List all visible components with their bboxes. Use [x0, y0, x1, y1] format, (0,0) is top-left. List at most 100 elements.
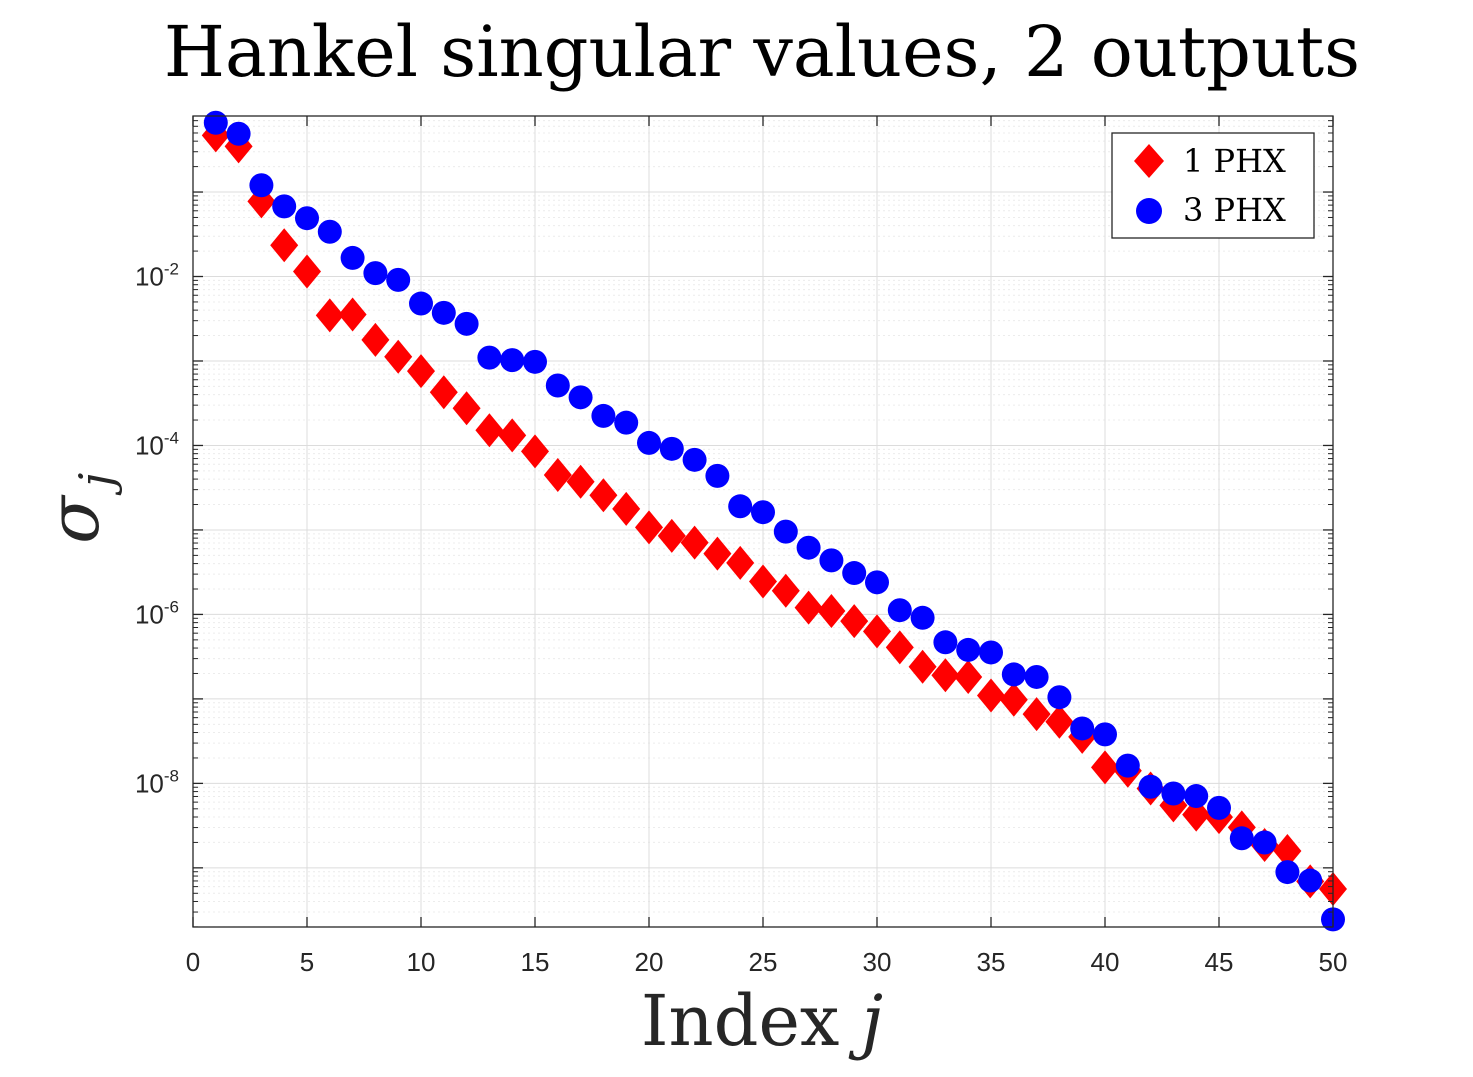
data-point-diamond	[315, 298, 344, 333]
chart-title: Hankel singular values, 2 outputs	[164, 11, 1360, 93]
data-point-diamond	[475, 413, 504, 448]
y-tick-exponent: -4	[164, 428, 179, 447]
data-point-diamond	[293, 254, 321, 289]
x-tick-label: 30	[863, 947, 892, 977]
data-point-diamond	[977, 678, 1005, 713]
y-tick-base: 10	[135, 262, 164, 292]
x-tick-labels: 0 5 10 15 20 25 30 35 40 45 50	[186, 947, 1348, 977]
data-point-circle	[659, 436, 684, 461]
y-tick-label: 10-2	[135, 260, 179, 292]
data-point-circle	[1275, 860, 1300, 885]
data-point-circle	[409, 291, 433, 316]
data-point-diamond	[817, 594, 846, 629]
data-point-circle	[477, 345, 502, 370]
data-point-circle	[773, 519, 798, 544]
data-point-circle	[317, 219, 342, 244]
data-point-diamond	[338, 297, 367, 332]
data-point-diamond	[1045, 704, 1074, 739]
x-axis-label: Index j	[641, 980, 883, 1062]
data-point-circle	[1024, 664, 1049, 689]
data-point-circle	[431, 300, 456, 325]
data-point-circle	[249, 173, 274, 198]
data-point-circle	[340, 245, 365, 270]
data-point-diamond	[1022, 697, 1051, 732]
data-point-diamond	[863, 614, 891, 649]
data-point-circle	[1115, 753, 1140, 778]
data-point-circle	[614, 410, 639, 435]
data-point-diamond	[566, 464, 595, 499]
x-tick-label: 10	[407, 947, 436, 977]
data-point-diamond	[999, 682, 1028, 717]
data-point-diamond	[840, 604, 869, 639]
data-point-diamond	[794, 590, 823, 625]
y-tick-base: 10	[135, 430, 164, 460]
data-point-diamond	[270, 228, 299, 263]
data-point-circle	[956, 637, 981, 662]
data-point-circle	[1161, 781, 1186, 806]
data-point-circle	[1298, 868, 1323, 893]
data-point-circle	[203, 110, 228, 135]
data-point-circle	[933, 630, 958, 655]
y-tick-label: 10-8	[135, 766, 179, 798]
legend: 1 PHX 3 PHX	[1111, 132, 1315, 239]
data-point-circle	[1207, 795, 1231, 820]
data-point-circle	[728, 494, 753, 519]
data-point-diamond	[885, 630, 914, 665]
data-point-circle	[500, 348, 525, 373]
data-point-circle	[705, 463, 730, 488]
data-point-circle	[454, 311, 479, 336]
data-point-diamond	[498, 418, 527, 453]
data-point-circle	[363, 261, 388, 286]
data-point-circle	[272, 194, 297, 219]
y-axis-label-symbol: σ	[33, 494, 115, 544]
x-tick-label: 0	[186, 947, 200, 977]
x-tick-label: 15	[521, 947, 550, 977]
data-point-diamond	[726, 545, 755, 580]
data-point-circle	[1229, 826, 1254, 851]
data-point-diamond	[452, 391, 481, 426]
tick-marks	[192, 116, 1334, 928]
legend-marker-3-phx	[1136, 198, 1162, 224]
data-point-diamond	[680, 525, 709, 560]
data-point-circle	[1138, 774, 1163, 799]
data-point-diamond	[1182, 797, 1211, 832]
data-point-circle	[1093, 722, 1117, 747]
x-tick-label: 45	[1205, 947, 1234, 977]
data-point-circle	[842, 561, 867, 586]
data-point-circle	[979, 640, 1003, 665]
series-layer	[201, 110, 1347, 932]
y-tick-base: 10	[135, 768, 164, 798]
data-point-diamond	[589, 478, 618, 513]
data-point-diamond	[429, 375, 458, 410]
series-3-phx	[203, 110, 1345, 932]
legend-marker-1-phx	[1134, 144, 1164, 178]
y-tick-label: 10-4	[135, 428, 179, 460]
data-point-diamond	[908, 649, 937, 684]
y-tick-label: 10-6	[135, 597, 179, 629]
data-point-diamond	[407, 354, 435, 389]
y-tick-exponent: -8	[164, 766, 179, 785]
data-point-circle	[1047, 685, 1072, 710]
data-point-circle	[226, 121, 251, 146]
data-point-diamond	[1091, 750, 1119, 785]
data-point-diamond	[521, 434, 549, 469]
data-point-diamond	[657, 518, 686, 553]
data-point-diamond	[771, 573, 800, 608]
data-point-diamond	[703, 536, 732, 571]
data-point-diamond	[954, 659, 983, 694]
data-point-circle	[865, 570, 889, 595]
data-point-circle	[910, 605, 935, 630]
data-point-circle	[591, 403, 616, 428]
y-tick-labels: 10-210-410-610-8	[135, 260, 179, 799]
legend-label-1-phx: 1 PHX	[1183, 142, 1286, 180]
data-point-circle	[751, 500, 775, 525]
data-point-circle	[523, 349, 547, 374]
data-point-diamond	[635, 510, 663, 545]
x-axis-label-text: Index	[641, 980, 839, 1062]
data-point-circle	[295, 206, 319, 231]
data-point-diamond	[543, 458, 572, 493]
x-tick-label: 35	[977, 947, 1006, 977]
x-tick-label: 50	[1319, 947, 1348, 977]
data-point-diamond	[1273, 833, 1302, 868]
